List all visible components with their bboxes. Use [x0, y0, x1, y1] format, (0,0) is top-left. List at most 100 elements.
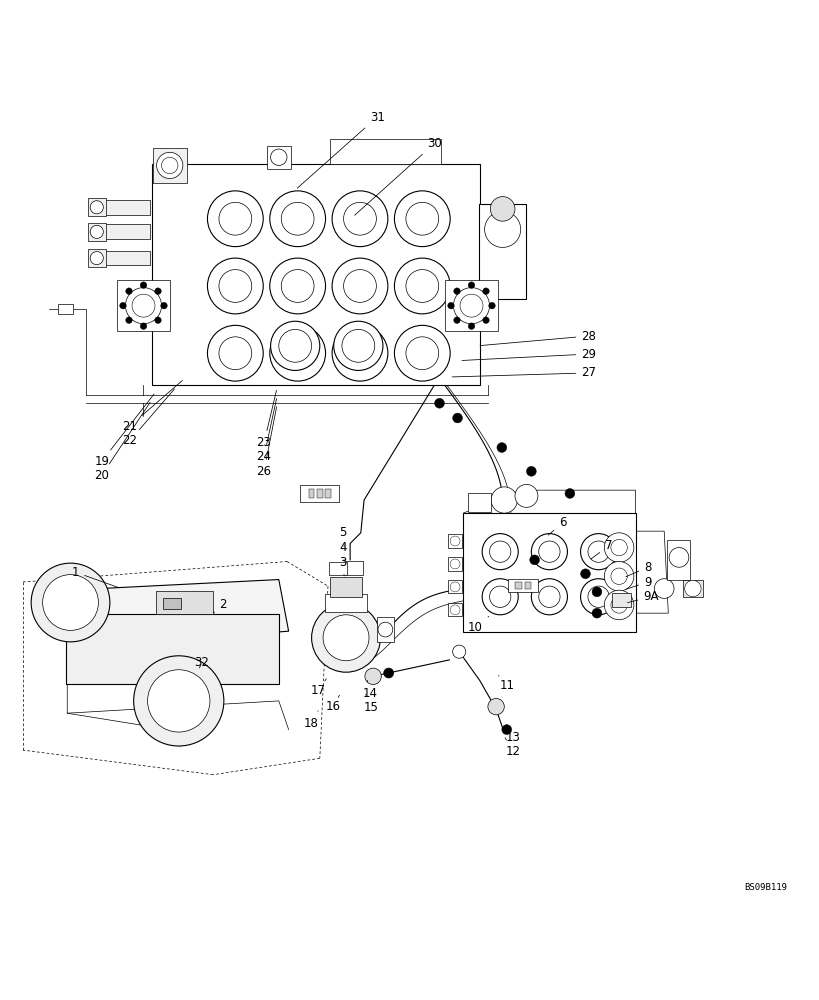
- Bar: [508, 579, 537, 592]
- Circle shape: [610, 539, 627, 556]
- Circle shape: [270, 321, 319, 370]
- Circle shape: [270, 149, 287, 165]
- Text: 31: 31: [297, 111, 384, 188]
- Polygon shape: [67, 580, 288, 648]
- Circle shape: [484, 211, 520, 247]
- Text: 2: 2: [213, 598, 227, 613]
- Circle shape: [538, 541, 559, 562]
- Text: 29: 29: [461, 348, 595, 361]
- Circle shape: [482, 534, 518, 570]
- Circle shape: [450, 559, 459, 569]
- Bar: [478, 204, 526, 299]
- Circle shape: [155, 288, 161, 294]
- Text: 28: 28: [479, 330, 595, 346]
- Circle shape: [482, 579, 518, 615]
- Circle shape: [90, 201, 103, 214]
- Bar: [101, 200, 150, 215]
- Text: 27: 27: [451, 366, 595, 379]
- Bar: [447, 534, 462, 548]
- Text: 3: 3: [339, 556, 346, 576]
- Text: 23: 23: [256, 390, 276, 449]
- Bar: [325, 489, 331, 498]
- Bar: [514, 582, 521, 589]
- Bar: [152, 164, 479, 385]
- Bar: [101, 224, 150, 239]
- Bar: [328, 562, 346, 575]
- Circle shape: [219, 337, 251, 370]
- Text: 12: 12: [505, 738, 520, 758]
- Text: 18: 18: [304, 711, 319, 730]
- Circle shape: [488, 302, 495, 309]
- Bar: [101, 251, 150, 265]
- Circle shape: [383, 668, 393, 678]
- Circle shape: [332, 191, 387, 247]
- Bar: [324, 594, 367, 612]
- Text: 5: 5: [339, 526, 346, 546]
- Bar: [66, 614, 278, 684]
- Circle shape: [343, 202, 376, 235]
- Circle shape: [654, 579, 673, 598]
- Circle shape: [587, 541, 609, 562]
- Circle shape: [207, 325, 263, 381]
- Bar: [300, 485, 339, 502]
- Text: 17: 17: [310, 679, 326, 697]
- Circle shape: [447, 302, 454, 309]
- Circle shape: [580, 579, 616, 615]
- Bar: [88, 198, 106, 216]
- Circle shape: [343, 270, 376, 302]
- Text: 9: 9: [625, 576, 651, 589]
- Circle shape: [132, 294, 155, 317]
- Circle shape: [531, 534, 567, 570]
- Circle shape: [468, 323, 474, 329]
- Circle shape: [514, 484, 537, 507]
- Circle shape: [482, 317, 489, 323]
- Circle shape: [219, 202, 251, 235]
- Circle shape: [531, 579, 567, 615]
- Bar: [444, 280, 497, 331]
- Circle shape: [604, 562, 633, 591]
- Circle shape: [161, 302, 167, 309]
- Circle shape: [496, 443, 506, 452]
- Circle shape: [604, 590, 633, 620]
- Text: 7: 7: [590, 539, 612, 559]
- Text: 24: 24: [256, 399, 276, 463]
- Bar: [88, 223, 106, 241]
- Circle shape: [684, 580, 700, 597]
- Bar: [345, 561, 363, 575]
- Bar: [116, 280, 170, 331]
- Text: 15: 15: [363, 694, 378, 714]
- Circle shape: [269, 191, 325, 247]
- Circle shape: [155, 317, 161, 323]
- Circle shape: [281, 202, 314, 235]
- Circle shape: [587, 586, 609, 607]
- Circle shape: [580, 569, 590, 579]
- Circle shape: [453, 288, 459, 294]
- Bar: [447, 603, 462, 616]
- Circle shape: [140, 323, 147, 329]
- Bar: [330, 577, 361, 597]
- Circle shape: [332, 325, 387, 381]
- Text: 26: 26: [256, 407, 276, 478]
- Circle shape: [482, 288, 489, 294]
- Text: 11: 11: [498, 675, 514, 692]
- Bar: [329, 139, 441, 164]
- Circle shape: [564, 489, 574, 498]
- Bar: [58, 304, 73, 314]
- Circle shape: [459, 294, 482, 317]
- Bar: [524, 582, 531, 589]
- Bar: [468, 493, 491, 512]
- Circle shape: [323, 615, 369, 661]
- Circle shape: [580, 534, 616, 570]
- Circle shape: [342, 329, 374, 362]
- Circle shape: [450, 536, 459, 546]
- Circle shape: [487, 698, 504, 715]
- Text: 22: 22: [122, 389, 174, 447]
- Circle shape: [405, 270, 438, 302]
- Text: 1: 1: [71, 566, 119, 588]
- Text: 21: 21: [122, 380, 182, 433]
- Circle shape: [125, 288, 161, 324]
- Bar: [377, 617, 393, 642]
- Text: 6: 6: [548, 516, 566, 535]
- Circle shape: [452, 413, 462, 423]
- Bar: [163, 598, 181, 609]
